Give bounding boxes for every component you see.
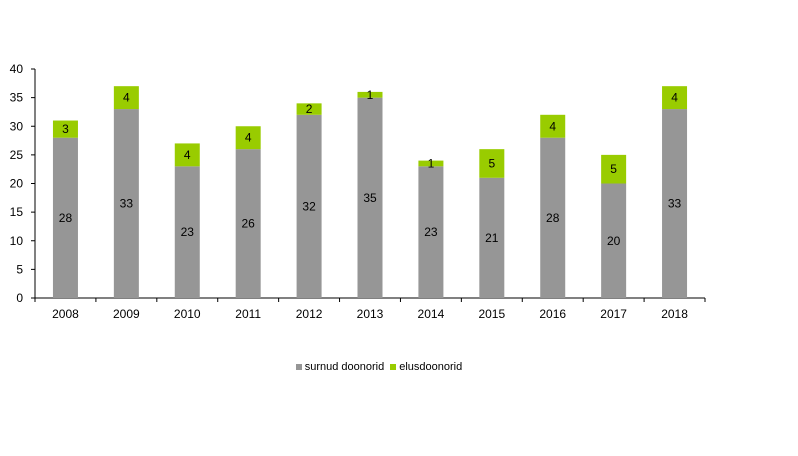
data-label-surnud: 32 bbox=[302, 199, 316, 213]
data-label-surnud: 20 bbox=[607, 234, 621, 248]
y-tick-label: 0 bbox=[16, 291, 23, 305]
data-label-elus: 5 bbox=[488, 156, 495, 170]
y-tick-label: 15 bbox=[10, 205, 24, 219]
data-label-surnud: 33 bbox=[120, 197, 134, 211]
y-tick-label: 35 bbox=[10, 91, 24, 105]
data-label-elus: 4 bbox=[549, 119, 556, 133]
x-tick-label: 2011 bbox=[235, 307, 261, 321]
data-label-surnud: 23 bbox=[424, 225, 438, 239]
y-tick-label: 10 bbox=[10, 234, 24, 248]
legend: surnud doonorid elusdoonorid bbox=[0, 361, 758, 373]
y-tick-label: 25 bbox=[10, 148, 24, 162]
y-tick-label: 30 bbox=[10, 119, 24, 133]
x-tick-label: 2017 bbox=[600, 307, 627, 321]
data-label-surnud: 23 bbox=[181, 225, 195, 239]
x-axis: 2008 2009 2010 2011 2012 2013 2014 2015 2016 2017… bbox=[35, 298, 705, 321]
data-label-surnud: 21 bbox=[485, 231, 499, 245]
data-label-elus: 1 bbox=[428, 156, 435, 170]
data-label-elus: 4 bbox=[184, 148, 191, 162]
data-label-surnud: 28 bbox=[59, 211, 73, 225]
data-label-surnud: 26 bbox=[242, 217, 256, 231]
x-tick-label: 2015 bbox=[478, 307, 505, 321]
data-label-surnud: 28 bbox=[546, 211, 560, 225]
x-tick-label: 2014 bbox=[418, 307, 445, 321]
y-tick-label: 20 bbox=[10, 177, 24, 191]
data-label-elus: 2 bbox=[306, 102, 313, 116]
x-tick-label: 2009 bbox=[113, 307, 140, 321]
legend-label-elus: elusdoonorid bbox=[399, 361, 462, 373]
data-label-elus: 1 bbox=[367, 88, 374, 102]
x-tick-label: 2018 bbox=[661, 307, 688, 321]
x-tick-label: 2010 bbox=[174, 307, 201, 321]
data-label-elus: 3 bbox=[62, 122, 69, 136]
x-tick-label: 2012 bbox=[296, 307, 323, 321]
data-label-surnud: 33 bbox=[668, 197, 682, 211]
legend-swatch-surnud bbox=[296, 364, 302, 370]
x-tick-label: 2013 bbox=[357, 307, 384, 321]
y-tick-label: 40 bbox=[10, 62, 24, 76]
x-tick-label: 2008 bbox=[52, 307, 79, 321]
data-label-surnud: 35 bbox=[363, 191, 377, 205]
data-label-elus: 4 bbox=[671, 91, 678, 105]
x-tick-label: 2016 bbox=[539, 307, 566, 321]
data-label-elus: 5 bbox=[610, 162, 617, 176]
y-axis: 0 5 10 15 20 25 30 35 40 bbox=[10, 62, 35, 305]
legend-swatch-elus bbox=[390, 364, 396, 370]
y-tick-label: 5 bbox=[16, 262, 23, 276]
legend-item-surnud: surnud doonorid bbox=[296, 361, 385, 373]
legend-label-surnud: surnud doonorid bbox=[305, 361, 385, 373]
data-label-elus: 4 bbox=[245, 131, 252, 145]
legend-item-elus: elusdoonorid bbox=[390, 361, 462, 373]
data-label-elus: 4 bbox=[123, 91, 130, 105]
